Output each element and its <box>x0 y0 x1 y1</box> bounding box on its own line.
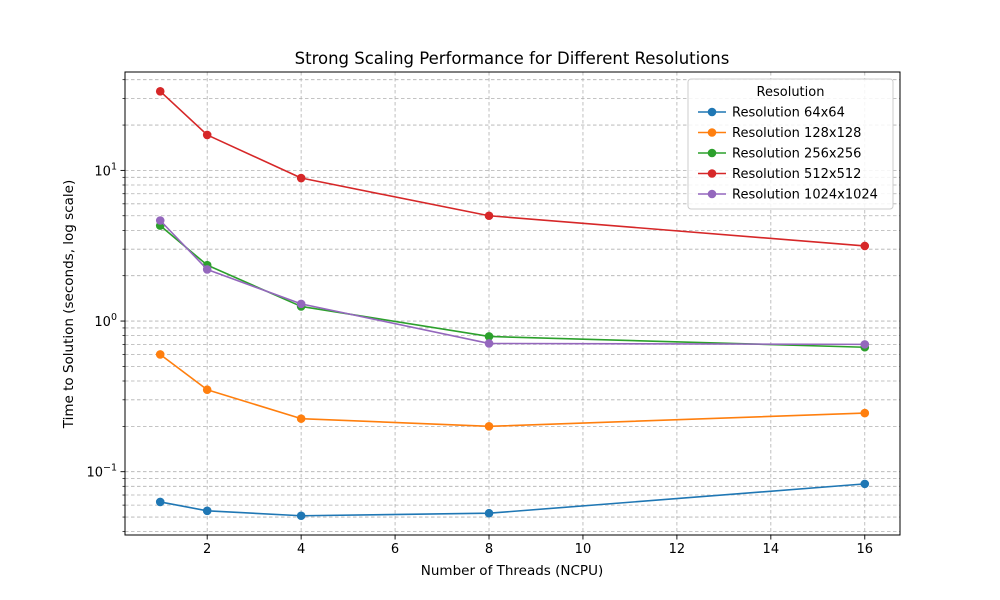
y-axis-title: Time to Solution (seconds, log scale) <box>61 180 77 429</box>
series-line <box>159 219 865 346</box>
legend-label: Resolution 128x128 <box>732 126 861 141</box>
legend-marker <box>707 128 717 137</box>
series-resolution-128x128 <box>155 350 870 431</box>
x-tick-label: 16 <box>856 542 873 557</box>
data-point <box>155 87 165 96</box>
data-point <box>296 414 306 423</box>
x-tick-label: 2 <box>203 542 211 557</box>
x-tick-label: 4 <box>297 542 305 557</box>
legend-marker <box>707 169 717 178</box>
data-point <box>202 506 212 516</box>
x-tick-label: 14 <box>763 542 780 557</box>
data-point <box>484 508 494 518</box>
data-point <box>484 211 494 221</box>
legend-marker <box>707 107 717 117</box>
x-tick-label: 6 <box>391 542 399 557</box>
y-tick-label: 10−1 <box>86 463 117 481</box>
legend-label: Resolution 512x512 <box>732 167 861 182</box>
data-point <box>155 497 165 507</box>
data-point <box>296 173 306 183</box>
grid <box>125 72 900 535</box>
data-point <box>860 241 870 251</box>
data-point <box>484 422 494 431</box>
legend-box <box>687 78 894 210</box>
legend-label: Resolution 256x256 <box>732 147 861 162</box>
chart-title: Strong Scaling Performance for Different… <box>295 49 730 68</box>
series-layer <box>155 87 870 521</box>
data-point <box>484 332 494 341</box>
legend-title: Resolution <box>757 85 825 100</box>
series-resolution-512x512 <box>155 87 870 251</box>
legend-marker <box>707 189 717 199</box>
legend: Resolution Resolution 64x64 Resolution 128… <box>687 78 894 210</box>
data-point <box>860 340 870 349</box>
x-tick-label: 10 <box>575 542 592 557</box>
legend-item: Resolution 64x64 <box>698 106 845 121</box>
legend-item: Resolution 128x128 <box>698 126 861 141</box>
x-tick-label: 8 <box>485 542 493 557</box>
series-line <box>160 483 865 517</box>
data-point <box>155 216 165 225</box>
legend-label: Resolution 1024x1024 <box>732 188 878 203</box>
series-resolution-64x64 <box>155 479 870 521</box>
data-point <box>202 385 212 395</box>
data-point <box>860 479 870 489</box>
y-tick-label: 100 <box>94 312 117 330</box>
y-tick-label: 101 <box>94 161 117 179</box>
x-tick-label: 12 <box>669 542 686 557</box>
legend-item: Resolution 1024x1024 <box>698 188 878 203</box>
series-line <box>159 353 865 428</box>
legend-item: Resolution 256x256 <box>698 147 861 162</box>
plot-frame <box>124 71 901 536</box>
series-resolution-256x256 <box>155 221 870 352</box>
series-resolution-1024x1024 <box>155 216 870 349</box>
x-axis-title: Number of Threads (NCPU) <box>421 563 603 579</box>
data-point <box>202 265 212 274</box>
data-point <box>484 339 494 348</box>
legend-item: Resolution 512x512 <box>698 167 861 182</box>
data-point <box>860 408 870 418</box>
series-line <box>159 225 865 349</box>
axis-ticks: 2 4 6 8 10 12 14 16 10−1 100 101 <box>86 79 873 557</box>
data-point <box>155 350 165 359</box>
legend-marker <box>707 148 717 158</box>
data-point <box>202 130 212 140</box>
data-point <box>296 299 306 309</box>
data-point <box>296 511 306 521</box>
legend-label: Resolution 64x64 <box>732 106 845 121</box>
